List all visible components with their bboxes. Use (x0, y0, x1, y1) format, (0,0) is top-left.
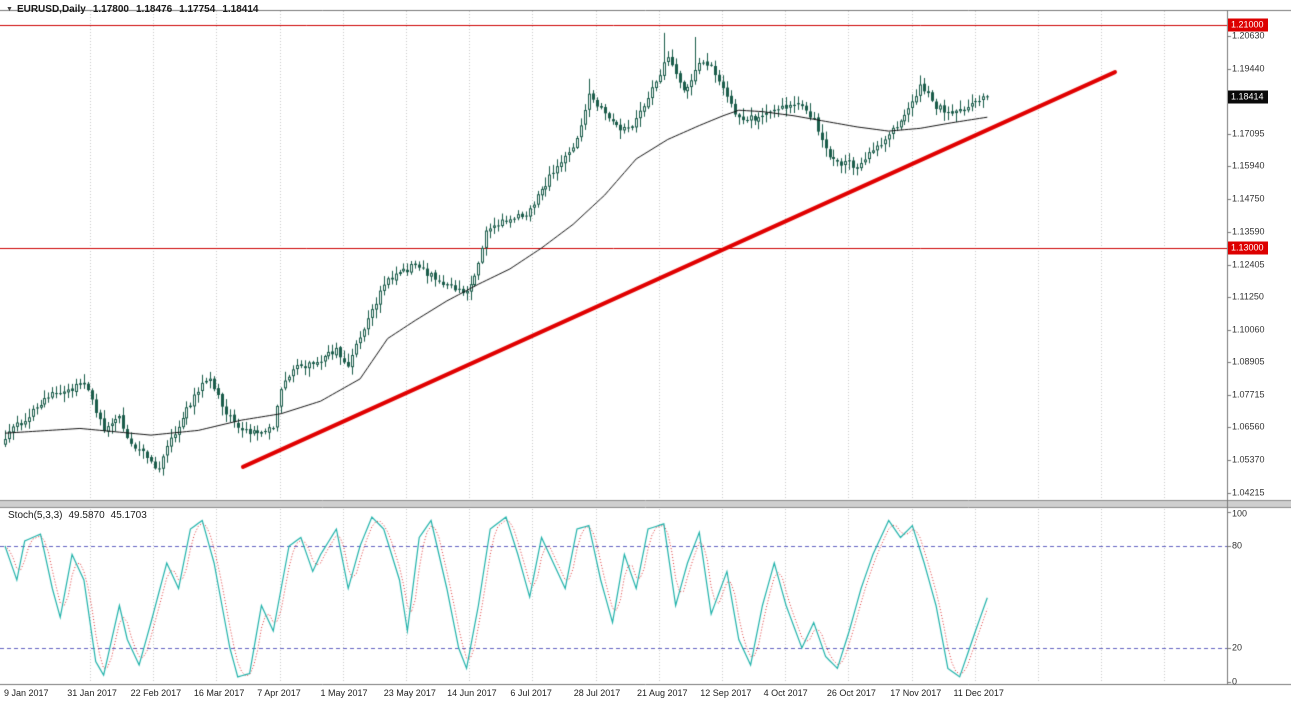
price-axis-label: 1.19440 (1232, 63, 1265, 74)
date-axis-label: 4 Oct 2017 (763, 688, 808, 698)
indicator-signal-value: 45.1703 (110, 510, 147, 521)
price-axis[interactable] (1227, 10, 1291, 684)
date-axis-label: 21 Aug 2017 (637, 688, 688, 698)
indicator-label: Stoch(5,3,3) 49.5870 45.1703 (8, 510, 153, 521)
price-axis-label: 1.06560 (1232, 421, 1265, 432)
symbol-title: EURUSD,Daily (16, 4, 86, 15)
price-axis-label: 1.17095 (1232, 128, 1265, 139)
price-axis-label: 1.11250 (1232, 291, 1264, 302)
stoch-axis-label: 20 (1232, 642, 1243, 653)
date-axis-label: 28 Jul 2017 (573, 688, 621, 698)
date-axis-label: 31 Jan 2017 (67, 688, 117, 698)
price-axis-label: 1.13590 (1232, 226, 1265, 237)
date-axis-label: 14 Jun 2017 (447, 688, 497, 698)
close-value: 1.18414 (222, 4, 259, 15)
date-axis-label: 12 Sep 2017 (700, 688, 752, 698)
price-level-badge: 1.21000 (1228, 18, 1268, 32)
open-value: 1.17800 (92, 4, 129, 15)
price-level-badge: 1.13000 (1228, 241, 1268, 255)
date-axis-label: 1 May 2017 (320, 688, 368, 698)
date-axis-label: 11 Dec 2017 (953, 688, 1004, 698)
price-axis-label: 1.04215 (1232, 487, 1265, 498)
date-axis-label: 22 Feb 2017 (130, 688, 182, 698)
stoch-axis-label: 100 (1232, 508, 1248, 519)
stoch-axis-label: 0 (1232, 676, 1238, 687)
low-value: 1.17754 (179, 4, 216, 15)
current-price-badge: 1.18414 (1228, 90, 1268, 104)
date-axis-label: 9 Jan 2017 (4, 688, 49, 698)
time-axis[interactable] (0, 685, 1227, 703)
stoch-axis-label: 80 (1232, 540, 1243, 551)
date-axis-label: 26 Oct 2017 (826, 688, 876, 698)
price-axis-label: 1.12405 (1232, 259, 1265, 270)
indicator-name: Stoch(5,3,3) (8, 510, 63, 521)
date-axis-label: 16 Mar 2017 (193, 688, 245, 698)
symbol-dropdown-icon[interactable]: ▼ (6, 6, 13, 13)
date-axis-label: 6 Jul 2017 (510, 688, 552, 698)
price-axis-label: 1.20630 (1232, 30, 1265, 41)
price-axis-label: 1.15940 (1232, 160, 1265, 171)
indicator-main-value: 49.5870 (68, 510, 105, 521)
panel-splitter[interactable] (0, 500, 1291, 508)
price-axis-label: 1.10060 (1232, 324, 1265, 335)
high-value: 1.18476 (136, 4, 173, 15)
date-axis-label: 17 Nov 2017 (890, 688, 942, 698)
price-axis-label: 1.08905 (1232, 356, 1265, 367)
symbol-header: ▼ EURUSD,Daily 1.17800 1.18476 1.17754 1.1841… (6, 4, 258, 15)
price-axis-label: 1.07715 (1232, 389, 1265, 400)
date-axis-label: 23 May 2017 (383, 688, 436, 698)
price-axis-label: 1.14750 (1232, 193, 1265, 204)
date-axis-label: 7 Apr 2017 (257, 688, 301, 698)
price-axis-label: 1.05370 (1232, 454, 1265, 465)
